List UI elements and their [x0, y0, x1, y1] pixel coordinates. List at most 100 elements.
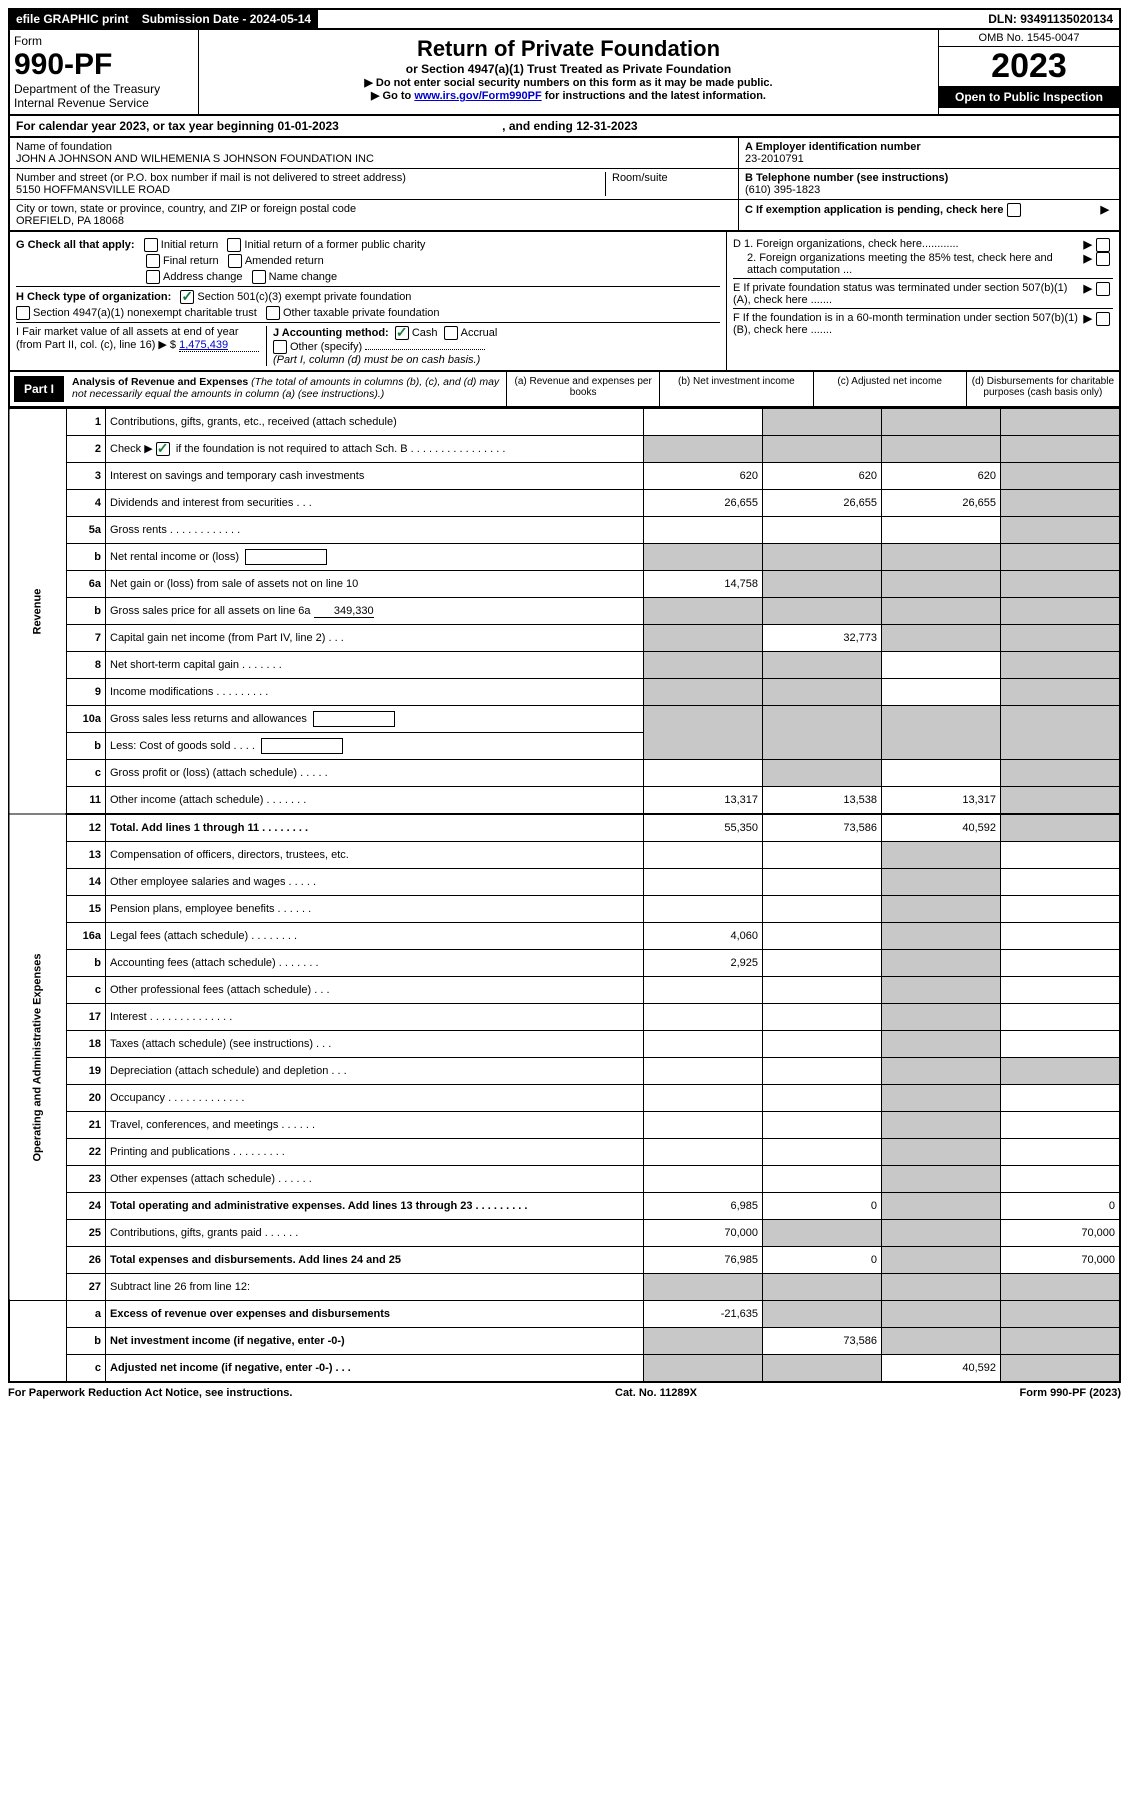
line-26-d: 70,000	[1001, 1247, 1121, 1274]
revenue-side-label: Revenue	[9, 409, 67, 815]
line-2-checkbox[interactable]	[156, 442, 170, 456]
table-row: 2 Check ▶ if the foundation is not requi…	[9, 436, 1120, 463]
line-2-desc: Check ▶ if the foundation is not require…	[106, 436, 644, 463]
i-value-link[interactable]: 1,475,439	[179, 339, 259, 352]
city-state-zip: OREFIELD, PA 18068	[16, 215, 732, 227]
line-10b-input[interactable]	[261, 738, 343, 754]
line-10a-input[interactable]	[313, 711, 395, 727]
table-row: 26 Total expenses and disbursements. Add…	[9, 1247, 1120, 1274]
line-3-desc: Interest on savings and temporary cash i…	[106, 463, 644, 490]
line-13-desc: Compensation of officers, directors, tru…	[106, 842, 644, 869]
table-row: 13 Compensation of officers, directors, …	[9, 842, 1120, 869]
line-21-desc: Travel, conferences, and meetings . . . …	[106, 1112, 644, 1139]
line-10b-desc: Less: Cost of goods sold . . . .	[106, 733, 644, 760]
omb-number: OMB No. 1545-0047	[939, 30, 1119, 47]
footer-left: For Paperwork Reduction Act Notice, see …	[8, 1387, 292, 1399]
c-label: C If exemption application is pending, c…	[745, 204, 1004, 216]
line-24-no: 24	[67, 1193, 106, 1220]
ssn-warning: ▶ Do not enter social security numbers o…	[205, 76, 932, 89]
line-8-no: 8	[67, 652, 106, 679]
d2-arrow: ▶	[1084, 252, 1092, 265]
table-row: 6a Net gain or (loss) from sale of asset…	[9, 571, 1120, 598]
table-row: Operating and Administrative Expenses 12…	[9, 814, 1120, 842]
part1-header: Part I Analysis of Revenue and Expenses …	[8, 372, 1121, 408]
e-checkbox[interactable]	[1096, 282, 1110, 296]
line-5a-no: 5a	[67, 517, 106, 544]
line-27b-desc: Net investment income (if negative, ente…	[106, 1328, 644, 1355]
h-4947-label: Section 4947(a)(1) nonexempt charitable …	[33, 307, 257, 319]
j-label: J Accounting method:	[273, 327, 389, 339]
line-10b-text: Less: Cost of goods sold . . . .	[110, 740, 255, 752]
line-13-no: 13	[67, 842, 106, 869]
c-checkbox[interactable]	[1007, 203, 1021, 217]
line-6a-a: 14,758	[644, 571, 763, 598]
line-12-no: 12	[67, 814, 106, 842]
instructions-link[interactable]: www.irs.gov/Form990PF	[414, 90, 541, 102]
calendar-year-row: For calendar year 2023, or tax year begi…	[8, 116, 1121, 138]
checks-section: G Check all that apply: Initial return I…	[8, 232, 1121, 372]
line-7-desc: Capital gain net income (from Part IV, l…	[106, 625, 644, 652]
table-row: c Gross profit or (loss) (attach schedul…	[9, 760, 1120, 787]
g-initial-label: Initial return	[161, 239, 218, 251]
line-1-desc: Contributions, gifts, grants, etc., rece…	[106, 409, 644, 436]
line-19-desc: Depreciation (attach schedule) and deple…	[106, 1058, 644, 1085]
g-address-checkbox[interactable]	[146, 270, 160, 284]
g-amended-checkbox[interactable]	[228, 254, 242, 268]
table-row: 20 Occupancy . . . . . . . . . . . . .	[9, 1085, 1120, 1112]
h-other-checkbox[interactable]	[266, 306, 280, 320]
cal-mid: , and ending	[499, 119, 576, 133]
j-other-checkbox[interactable]	[273, 340, 287, 354]
room-label: Room/suite	[612, 172, 732, 184]
goto-line: ▶ Go to www.irs.gov/Form990PF for instru…	[205, 89, 932, 102]
line-4-no: 4	[67, 490, 106, 517]
line-3-no: 3	[67, 463, 106, 490]
street-address: 5150 HOFFMANSVILLE ROAD	[16, 184, 605, 196]
d1-checkbox[interactable]	[1096, 238, 1110, 252]
city-label: City or town, state or province, country…	[16, 203, 732, 215]
c-arrow: ▶	[1101, 203, 1109, 216]
f-arrow: ▶	[1084, 312, 1092, 325]
form-header: Form 990-PF Department of the Treasury I…	[8, 30, 1121, 116]
line-10b-no: b	[67, 733, 106, 760]
part1-title: Analysis of Revenue and Expenses	[72, 376, 248, 388]
line-3-a: 620	[644, 463, 763, 490]
g-initial-former-checkbox[interactable]	[227, 238, 241, 252]
line-23-no: 23	[67, 1166, 106, 1193]
h-501c3-checkbox[interactable]	[180, 290, 194, 304]
table-row: 15 Pension plans, employee benefits . . …	[9, 896, 1120, 923]
line-27-no: 27	[67, 1274, 106, 1301]
g-initial-checkbox[interactable]	[144, 238, 158, 252]
j-accrual-label: Accrual	[461, 327, 498, 339]
line-24-desc: Total operating and administrative expen…	[106, 1193, 644, 1220]
line-20-no: 20	[67, 1085, 106, 1112]
efile-print-button[interactable]: efile GRAPHIC print	[10, 10, 136, 28]
line-24-b: 0	[763, 1193, 882, 1220]
f-checkbox[interactable]	[1096, 312, 1110, 326]
table-row: 3 Interest on savings and temporary cash…	[9, 463, 1120, 490]
d2-checkbox[interactable]	[1096, 252, 1110, 266]
g-final-checkbox[interactable]	[146, 254, 160, 268]
j-accrual-checkbox[interactable]	[444, 326, 458, 340]
d1-arrow: ▶	[1084, 238, 1092, 251]
line-11-desc: Other income (attach schedule) . . . . .…	[106, 787, 644, 815]
line-15-desc: Pension plans, employee benefits . . . .…	[106, 896, 644, 923]
table-row: 9 Income modifications . . . . . . . . .	[9, 679, 1120, 706]
line-5b-input[interactable]	[245, 549, 327, 565]
line-5b-text: Net rental income or (loss)	[110, 551, 239, 563]
line-11-a: 13,317	[644, 787, 763, 815]
form-number: 990-PF	[14, 48, 194, 82]
h-4947-checkbox[interactable]	[16, 306, 30, 320]
table-row: c Other professional fees (attach schedu…	[9, 977, 1120, 1004]
e-arrow: ▶	[1084, 282, 1092, 295]
h-label: H Check type of organization:	[16, 291, 171, 303]
g-name-checkbox[interactable]	[252, 270, 266, 284]
line-16c-desc: Other professional fees (attach schedule…	[106, 977, 644, 1004]
entity-info: Name of foundation JOHN A JOHNSON AND WI…	[8, 138, 1121, 232]
col-a-header: (a) Revenue and expenses per books	[506, 372, 659, 406]
line-26-b: 0	[763, 1247, 882, 1274]
table-row: a Excess of revenue over expenses and di…	[9, 1301, 1120, 1328]
j-cash-checkbox[interactable]	[395, 326, 409, 340]
col-c-header: (c) Adjusted net income	[813, 372, 966, 406]
line-19-no: 19	[67, 1058, 106, 1085]
line-26-a: 76,985	[644, 1247, 763, 1274]
